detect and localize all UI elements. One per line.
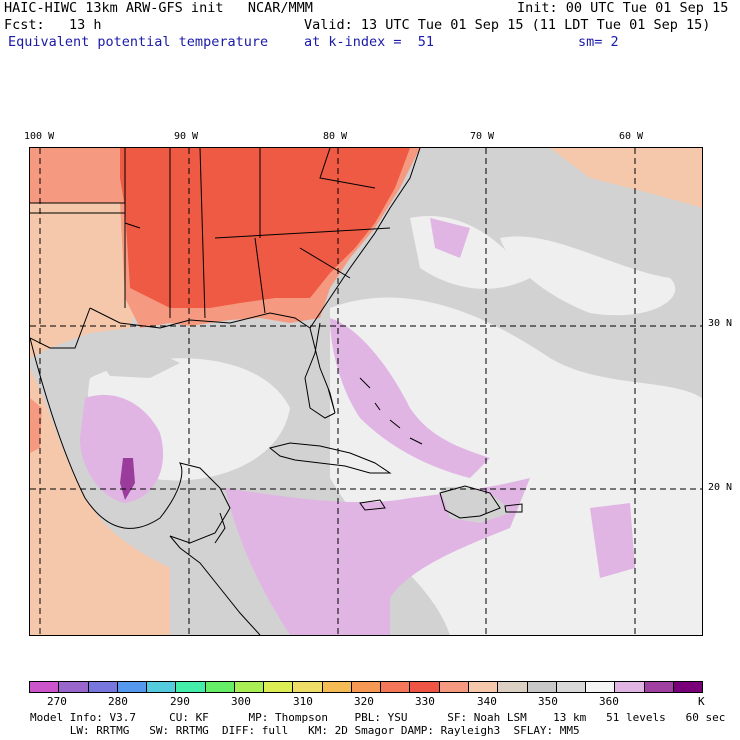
border-tn-nc — [214, 227, 391, 239]
colorbar-swatch-20 — [615, 682, 645, 692]
colorbar-swatch-22 — [673, 682, 703, 692]
bahamas-islands — [359, 377, 423, 445]
swirl-light-region — [500, 236, 676, 316]
cuba-outline — [268, 442, 392, 474]
init-time: Init: 00 UTC Tue 01 Sep 15 — [517, 0, 729, 16]
colorbar-swatch-8 — [264, 682, 294, 692]
border-ga-al — [254, 237, 266, 314]
east-caribbean-moist-patch — [590, 503, 635, 578]
colorbar-label-340: 340 — [477, 695, 497, 708]
colorbar-swatch-15 — [468, 682, 499, 692]
colorbar-swatch-2 — [88, 682, 118, 692]
colorbar-swatch-6 — [205, 682, 235, 692]
lon-label-70w: 70 W — [470, 131, 495, 142]
colorbar-label-270: 270 — [47, 695, 67, 708]
colorbar-label-330: 330 — [415, 695, 435, 708]
colorbar-label-350: 350 — [538, 695, 558, 708]
lon-label-60w: 60 W — [619, 131, 644, 142]
colorbar-swatch-13 — [410, 682, 440, 692]
border-sc — [299, 247, 351, 279]
lon-label-80w: 80 W — [323, 131, 348, 142]
colorbar-label-280: 280 — [108, 695, 128, 708]
colorbar-label-320: 320 — [354, 695, 374, 708]
gulf-moist-patch — [80, 394, 164, 503]
field-name: Equivalent potential temperature — [8, 34, 269, 50]
smoothing: sm= 2 — [578, 34, 619, 50]
yucatan-east — [214, 512, 226, 544]
bahamas-moist-region — [330, 318, 490, 478]
border-va — [319, 148, 376, 189]
central-america-coast — [169, 535, 261, 635]
colorbar-label-290: 290 — [170, 695, 190, 708]
latlon-grid — [30, 148, 702, 635]
colorbar-label-310: 310 — [293, 695, 313, 708]
gulf-coast — [89, 307, 336, 414]
colorbar-swatch-9 — [293, 682, 323, 692]
coastlines — [30, 148, 523, 635]
texas-mild-region — [30, 198, 140, 358]
border-al — [199, 148, 206, 319]
lon-label-90w: 90 W — [174, 131, 199, 142]
mexico-warm-spot — [30, 398, 42, 453]
colorbar-swatch-21 — [644, 682, 674, 692]
valid-time: Valid: 13 UTC Tue 01 Sep 15 (11 LDT Tue … — [304, 17, 711, 33]
florida-peninsula — [304, 322, 336, 419]
colorbar-swatch-10 — [322, 682, 352, 692]
colorbar-swatch-7 — [234, 682, 265, 692]
colorbar-label-300: 300 — [231, 695, 251, 708]
colorbar-units: K — [698, 695, 705, 708]
mexico-mild-region — [30, 368, 170, 635]
hispaniola-region — [440, 486, 510, 523]
lon-label-100w: 100 W — [24, 131, 55, 142]
level-index: at k-index = 51 — [304, 34, 435, 50]
mexico-coast — [30, 337, 231, 544]
colorbar-swatch-5 — [176, 682, 206, 692]
puerto-rico-outline — [504, 503, 523, 513]
colorbar — [29, 681, 703, 693]
jamaica-outline — [359, 499, 386, 511]
lat-label-30n: 30 N — [708, 318, 733, 329]
east-coast — [309, 148, 421, 329]
colorbar-swatch-12 — [381, 682, 411, 692]
hispaniola-outline — [439, 485, 501, 519]
coastal-gray-band — [90, 346, 180, 378]
colorbar-swatch-16 — [498, 682, 528, 692]
colorbar-swatch-4 — [147, 682, 177, 692]
map-panel — [29, 147, 703, 636]
lat-label-20n: 20 N — [708, 482, 733, 493]
colorbar-swatch-14 — [439, 682, 469, 692]
theta-e-map — [30, 148, 702, 635]
colorbar-swatch-19 — [586, 682, 616, 692]
forecast-hour: Fcst: 13 h — [4, 17, 102, 33]
colorbar-swatch-1 — [59, 682, 89, 692]
central-america-region — [160, 518, 250, 635]
model-info-line2: LW: RRTMG SW: RRTMG DIFF: full KM: 2D Sm… — [30, 724, 580, 737]
atlantic-moist-patch-1 — [430, 218, 470, 258]
colorbar-swatch-18 — [556, 682, 587, 692]
colorbar-swatch-11 — [351, 682, 382, 692]
colorbar-swatch-0 — [30, 682, 60, 692]
northeast-mild-region — [550, 148, 702, 208]
colorbar-swatch-17 — [527, 682, 557, 692]
colorbar-swatch-3 — [117, 682, 148, 692]
model-info-line1: Model Info: V3.7 CU: KF MP: Thompson PBL… — [30, 711, 726, 724]
colorbar-label-360: 360 — [599, 695, 619, 708]
model-title: HAIC-HIWC 13km ARW-GFS init NCAR/MMM — [4, 0, 313, 16]
